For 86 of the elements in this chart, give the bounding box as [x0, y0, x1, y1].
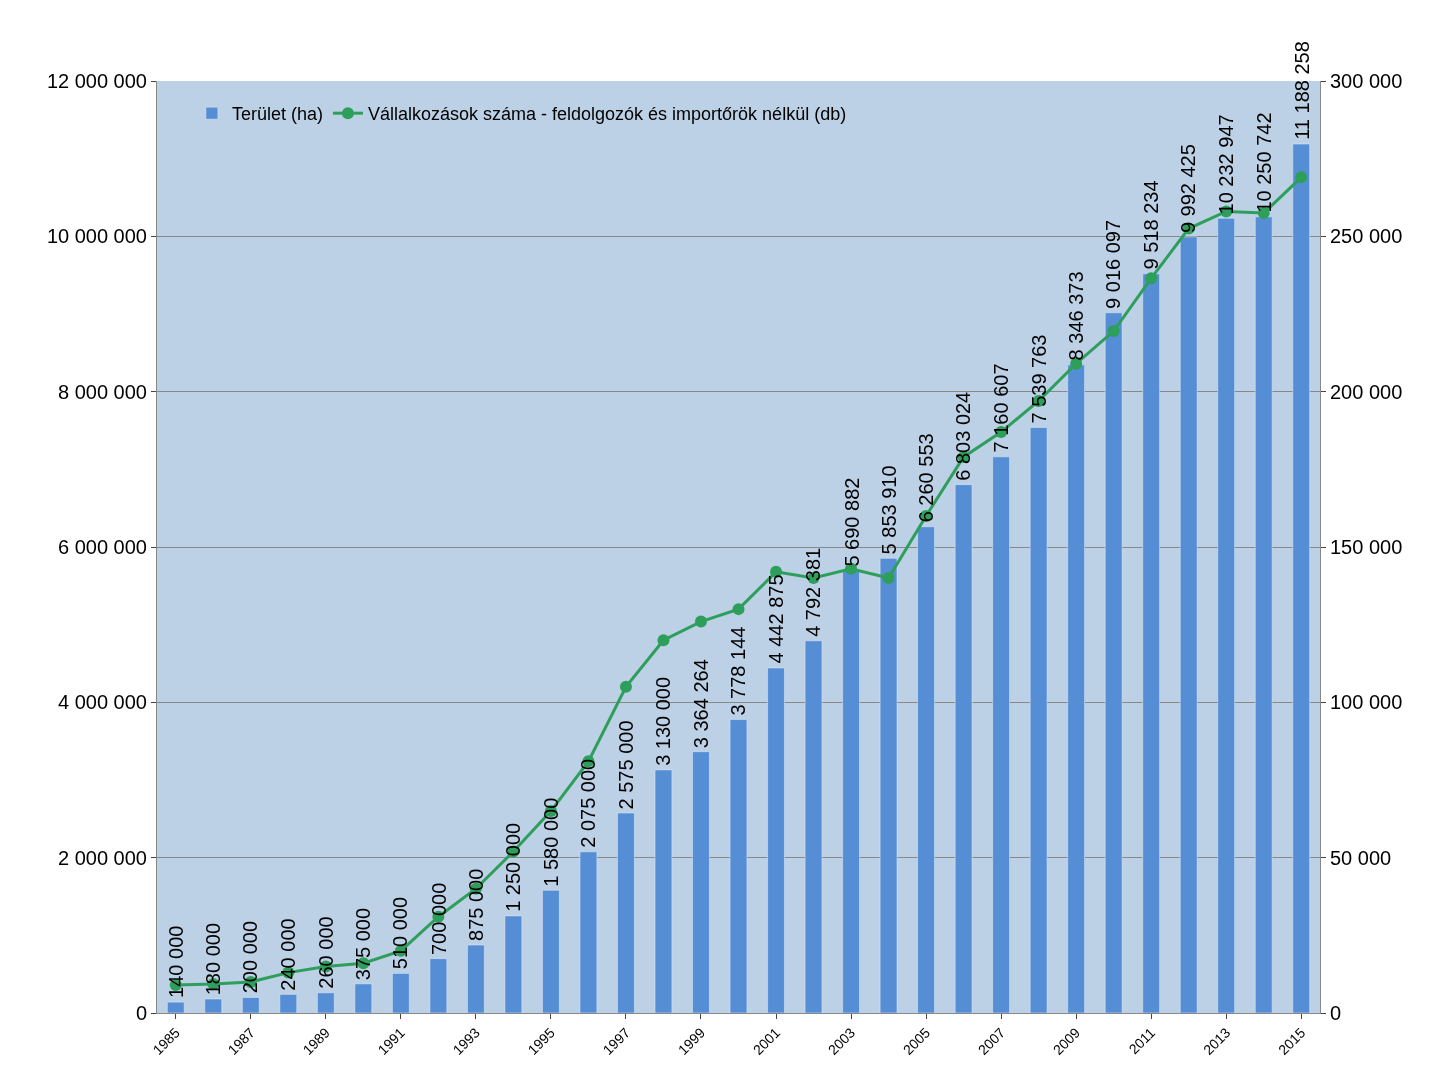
bar: [542, 890, 560, 1013]
data-label: 510 000: [389, 896, 412, 970]
bar: [1180, 236, 1198, 1013]
data-label: 5 690 882: [840, 477, 863, 567]
bar: [992, 456, 1010, 1013]
bar: [654, 769, 673, 1013]
data-label: 875 000: [464, 868, 487, 941]
y2-tick-label: 150 000: [1330, 536, 1403, 558]
y2-tick-label: 300 000: [1330, 70, 1403, 92]
data-label: 9 992 425: [1177, 144, 1200, 234]
y2-tick-label: 100 000: [1330, 691, 1403, 714]
data-label: 375 000: [352, 907, 375, 981]
y2-tick-label: 50 000: [1330, 846, 1392, 869]
data-label: 1 580 000: [540, 797, 563, 887]
bar: [204, 998, 222, 1013]
bar: [917, 526, 935, 1013]
y-tick-label: 6 000 000: [58, 536, 147, 558]
data-label: 4 442 875: [764, 574, 787, 664]
data-label: 5 853 910: [877, 465, 900, 555]
bar: [617, 812, 635, 1013]
data-label: 4 792 381: [802, 547, 825, 637]
bar: [842, 570, 860, 1013]
bar: [879, 558, 898, 1013]
point: [619, 680, 632, 693]
data-label: 6 803 024: [952, 391, 975, 481]
point: [1295, 171, 1308, 184]
data-label: 6 260 553: [914, 433, 937, 523]
bar: [1029, 427, 1048, 1013]
bar: [1255, 216, 1273, 1013]
data-label: 2 075 000: [577, 758, 600, 848]
bar: [579, 851, 598, 1013]
bar: [804, 640, 823, 1013]
data-label: 7 160 607: [989, 363, 1012, 453]
bar: [504, 915, 523, 1013]
bar: [279, 994, 297, 1013]
bar: [354, 983, 373, 1013]
legend-label: Vállalkozások száma - feldolgozók és importőrök nélkül (db): [367, 104, 847, 125]
y-tick-label: 10 000 000: [46, 225, 147, 248]
data-label: 1 250 000: [501, 822, 524, 912]
y2-tick-label: 200 000: [1330, 380, 1403, 403]
point: [1107, 325, 1120, 338]
bar: [1292, 143, 1310, 1013]
data-label: 10 232 947: [1214, 114, 1237, 215]
legend-label: Terület (ha): [231, 104, 323, 125]
data-label: 180 000: [202, 922, 225, 996]
bar: [1142, 273, 1160, 1013]
bar: [242, 997, 260, 1013]
y2-tick-label: 250 000: [1330, 225, 1403, 248]
point: [657, 634, 670, 647]
y2-tick-label: 0: [1330, 1002, 1342, 1024]
point: [1145, 272, 1158, 285]
bar: [429, 958, 448, 1013]
y-tick-label: 0: [135, 1002, 147, 1024]
bar: [1067, 364, 1085, 1013]
data-label: 700 000: [427, 882, 450, 955]
data-label: 3 778 144: [727, 626, 750, 716]
data-label: 11 188 258: [1290, 41, 1313, 140]
bar: [1104, 312, 1123, 1013]
point: [694, 615, 707, 628]
bar: [692, 751, 710, 1013]
bar: [317, 992, 335, 1013]
bar: [954, 484, 973, 1013]
data-label: 9 016 097: [1102, 219, 1125, 309]
y-tick-label: 8 000 000: [58, 380, 147, 403]
data-label: 8 346 373: [1064, 271, 1087, 361]
bar: [467, 944, 485, 1013]
point: [732, 603, 745, 616]
data-label: 140 000: [164, 925, 187, 998]
bar: [767, 667, 785, 1013]
data-label: 260 000: [315, 916, 338, 989]
bar: [1217, 217, 1235, 1013]
bar: [167, 1001, 185, 1013]
data-label: 240 000: [276, 918, 299, 991]
bar: [392, 973, 410, 1013]
y-tick-label: 4 000 000: [58, 691, 147, 714]
data-label: 9 518 234: [1139, 180, 1162, 270]
y-tick-label: 2 000 000: [58, 846, 147, 869]
point: [882, 572, 895, 585]
y-tick-label: 12 000 000: [46, 70, 147, 92]
bar: [729, 719, 748, 1013]
data-label: 7 539 763: [1027, 334, 1050, 424]
data-label: 2 575 000: [615, 720, 638, 810]
data-label: 3 364 264: [689, 659, 712, 749]
data-label: 200 000: [239, 920, 262, 994]
data-label: 10 250 742: [1252, 112, 1275, 213]
data-label: 3 130 000: [652, 676, 675, 766]
